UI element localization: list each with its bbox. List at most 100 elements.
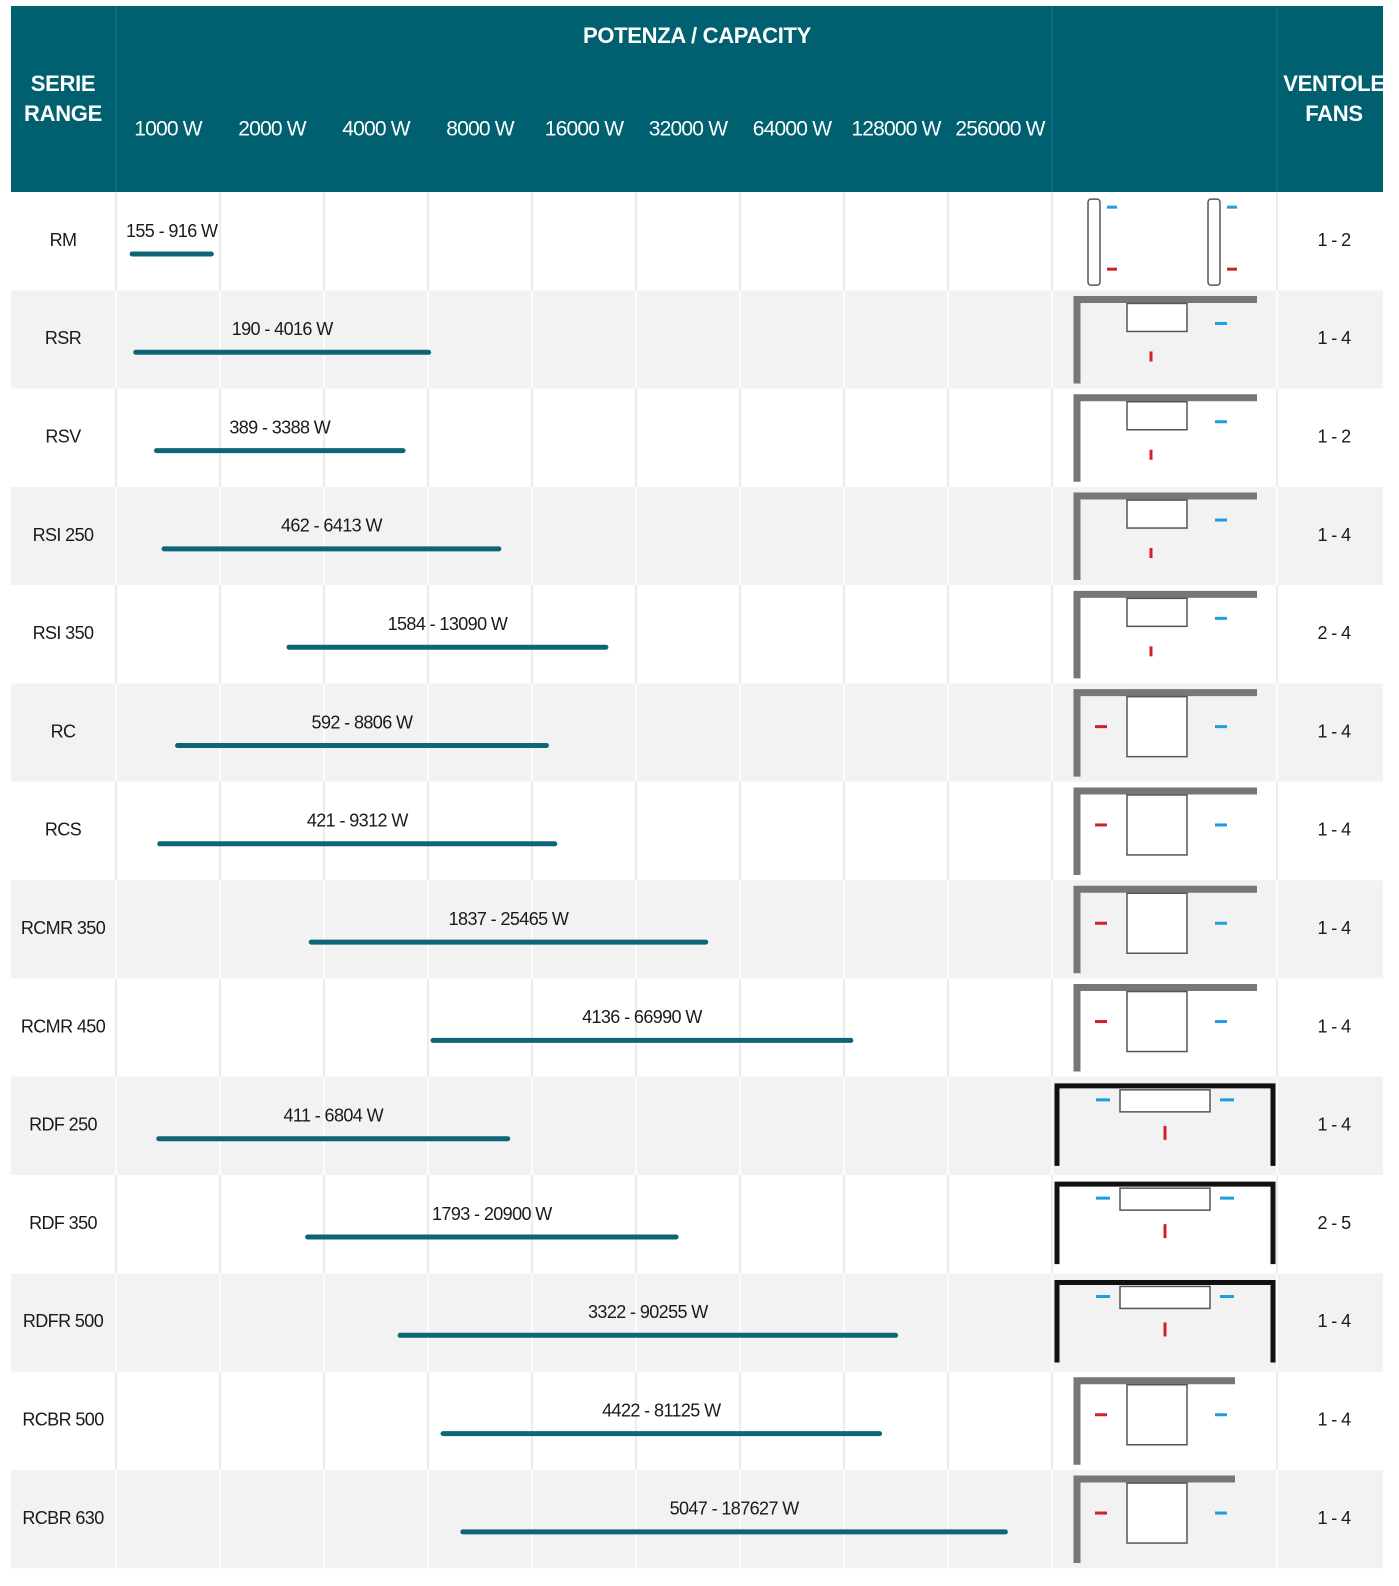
table-row: RC 1 - 4 592 - 8806 W [11, 683, 1383, 782]
table-row: RCS 1 - 4 421 - 9312 W [11, 781, 1383, 881]
row-fans: 1 - 2 [1317, 230, 1351, 250]
row-fans: 1 - 2 [1317, 427, 1351, 447]
icon-wall [1073, 787, 1257, 875]
header-band [11, 6, 1383, 192]
table-row: RCMR 350 1 - 4 1837 - 25465 W [11, 880, 1383, 979]
capacity-tick-label: 16000 W [545, 118, 624, 141]
icon-unit [1126, 892, 1188, 954]
table-row: RDF 250 1 - 4 411 - 6804 W [11, 1076, 1383, 1175]
icon-unit [1119, 1187, 1211, 1211]
row-fans: 1 - 4 [1317, 1410, 1351, 1430]
icon-wall [1073, 885, 1257, 974]
row-fans: 1 - 4 [1317, 1311, 1351, 1331]
capacity-tick-label: 256000 W [955, 118, 1045, 141]
icon-frame [1054, 1181, 1276, 1265]
icon-unit [1126, 597, 1188, 628]
icon-unit [1126, 302, 1188, 333]
capacity-tick-label: 8000 W [446, 118, 515, 141]
table-row: RCMR 450 1 - 4 4136 - 66990 W [11, 978, 1383, 1077]
range-label: 1837 - 25465 W [449, 909, 569, 929]
fans-label: FANS [1305, 101, 1362, 126]
icon-unit [1119, 1285, 1211, 1310]
row-fans: 2 - 4 [1317, 623, 1351, 643]
range-label: 4136 - 66990 W [582, 1007, 702, 1027]
table-row: RSI 350 2 - 4 1584 - 13090 W [11, 585, 1383, 684]
row-fans: 1 - 4 [1317, 525, 1351, 545]
row-name: RCS [45, 820, 82, 840]
table-row: RM 1 - 2 155 - 916 W [11, 192, 1383, 291]
row-fans: 1 - 4 [1317, 1115, 1351, 1135]
row-name: RDFR 500 [23, 1311, 104, 1331]
header-title: POTENZA / CAPACITY [583, 23, 812, 48]
row-fans: 1 - 4 [1317, 1016, 1351, 1036]
row-background [11, 192, 1383, 291]
capacity-tick-label: 32000 W [649, 118, 728, 141]
icon-unit [1126, 1482, 1188, 1544]
icon-wall [1073, 295, 1257, 384]
icon-unit [1126, 401, 1188, 431]
row-fans: 1 - 4 [1317, 820, 1351, 840]
icon-unit [1126, 794, 1188, 856]
icon-unit [1126, 499, 1188, 529]
table-row: RSV 1 - 2 389 - 3388 W [11, 388, 1383, 487]
range-label: 1793 - 20900 W [432, 1204, 552, 1224]
range-label: 389 - 3388 W [229, 417, 330, 437]
icon-wall [1073, 984, 1257, 1072]
icon-unit [1126, 695, 1188, 758]
capacity-tick-label: 128000 W [851, 118, 941, 141]
table-row: RSI 250 1 - 4 462 - 6413 W [11, 486, 1383, 586]
icon-wall [1073, 394, 1257, 482]
icon-wall [1073, 492, 1257, 581]
icon-wall [1073, 590, 1257, 679]
row-name: RSI 350 [33, 623, 94, 643]
icon-frame [1054, 1083, 1276, 1166]
table-row: RCBR 630 1 - 4 5047 - 187627 W [11, 1469, 1383, 1569]
row-name: RSI 250 [33, 525, 94, 545]
icon-frame [1054, 1279, 1276, 1363]
ventole-label: VENTOLE [1283, 71, 1384, 96]
row-fans: 1 - 4 [1317, 918, 1351, 938]
icon-wall [1073, 689, 1257, 777]
table-row: RSR 1 - 4 190 - 4016 W [11, 290, 1383, 389]
capacity-tick-label: 4000 W [342, 118, 411, 141]
icon-unit [1087, 198, 1101, 286]
range-label: 155 - 916 W [126, 221, 218, 241]
row-name: RCMR 350 [21, 918, 106, 938]
capacity-tick-label: 1000 W [134, 118, 203, 141]
icon-wall [1073, 1377, 1235, 1465]
icon-unit [1119, 1089, 1211, 1113]
icon-unit [1207, 198, 1221, 286]
range-label: 3322 - 90255 W [588, 1302, 708, 1322]
range-label: 4422 - 81125 W [602, 1400, 721, 1420]
range-label: RANGE [24, 101, 102, 126]
row-name: RSV [45, 427, 81, 447]
table-row: RDF 350 2 - 5 1793 - 20900 W [11, 1175, 1383, 1274]
icon-unit [1126, 1384, 1188, 1446]
range-label: 190 - 4016 W [232, 319, 333, 339]
row-fans: 1 - 4 [1317, 328, 1351, 348]
row-fans: 1 - 4 [1317, 721, 1351, 741]
row-name: RC [51, 721, 76, 741]
icon-unit [1126, 990, 1188, 1053]
range-label: 462 - 6413 W [281, 516, 382, 536]
capacity-tick-label: 2000 W [238, 118, 307, 141]
row-name: RSR [45, 328, 82, 348]
icon-wall [1073, 1475, 1235, 1564]
row-fans: 1 - 4 [1317, 1508, 1351, 1528]
range-label: 5047 - 187627 W [670, 1499, 800, 1519]
table-row: RDFR 500 1 - 4 3322 - 90255 W [11, 1273, 1383, 1372]
range-label: 411 - 6804 W [283, 1105, 383, 1125]
row-name: RCBR 630 [22, 1508, 104, 1528]
range-label: 592 - 8806 W [312, 712, 413, 732]
range-label: 421 - 9312 W [307, 811, 408, 831]
row-fans: 2 - 5 [1317, 1213, 1351, 1233]
row-name: RDF 250 [29, 1115, 97, 1135]
serie-label: SERIE [31, 71, 96, 96]
range-label: 1584 - 13090 W [388, 614, 508, 634]
table-row: RCBR 500 1 - 4 4422 - 81125 W [11, 1371, 1383, 1470]
row-name: RCMR 450 [21, 1016, 106, 1036]
row-name: RM [50, 230, 77, 250]
capacity-tick-label: 64000 W [753, 118, 832, 141]
row-name: RDF 350 [29, 1213, 97, 1233]
